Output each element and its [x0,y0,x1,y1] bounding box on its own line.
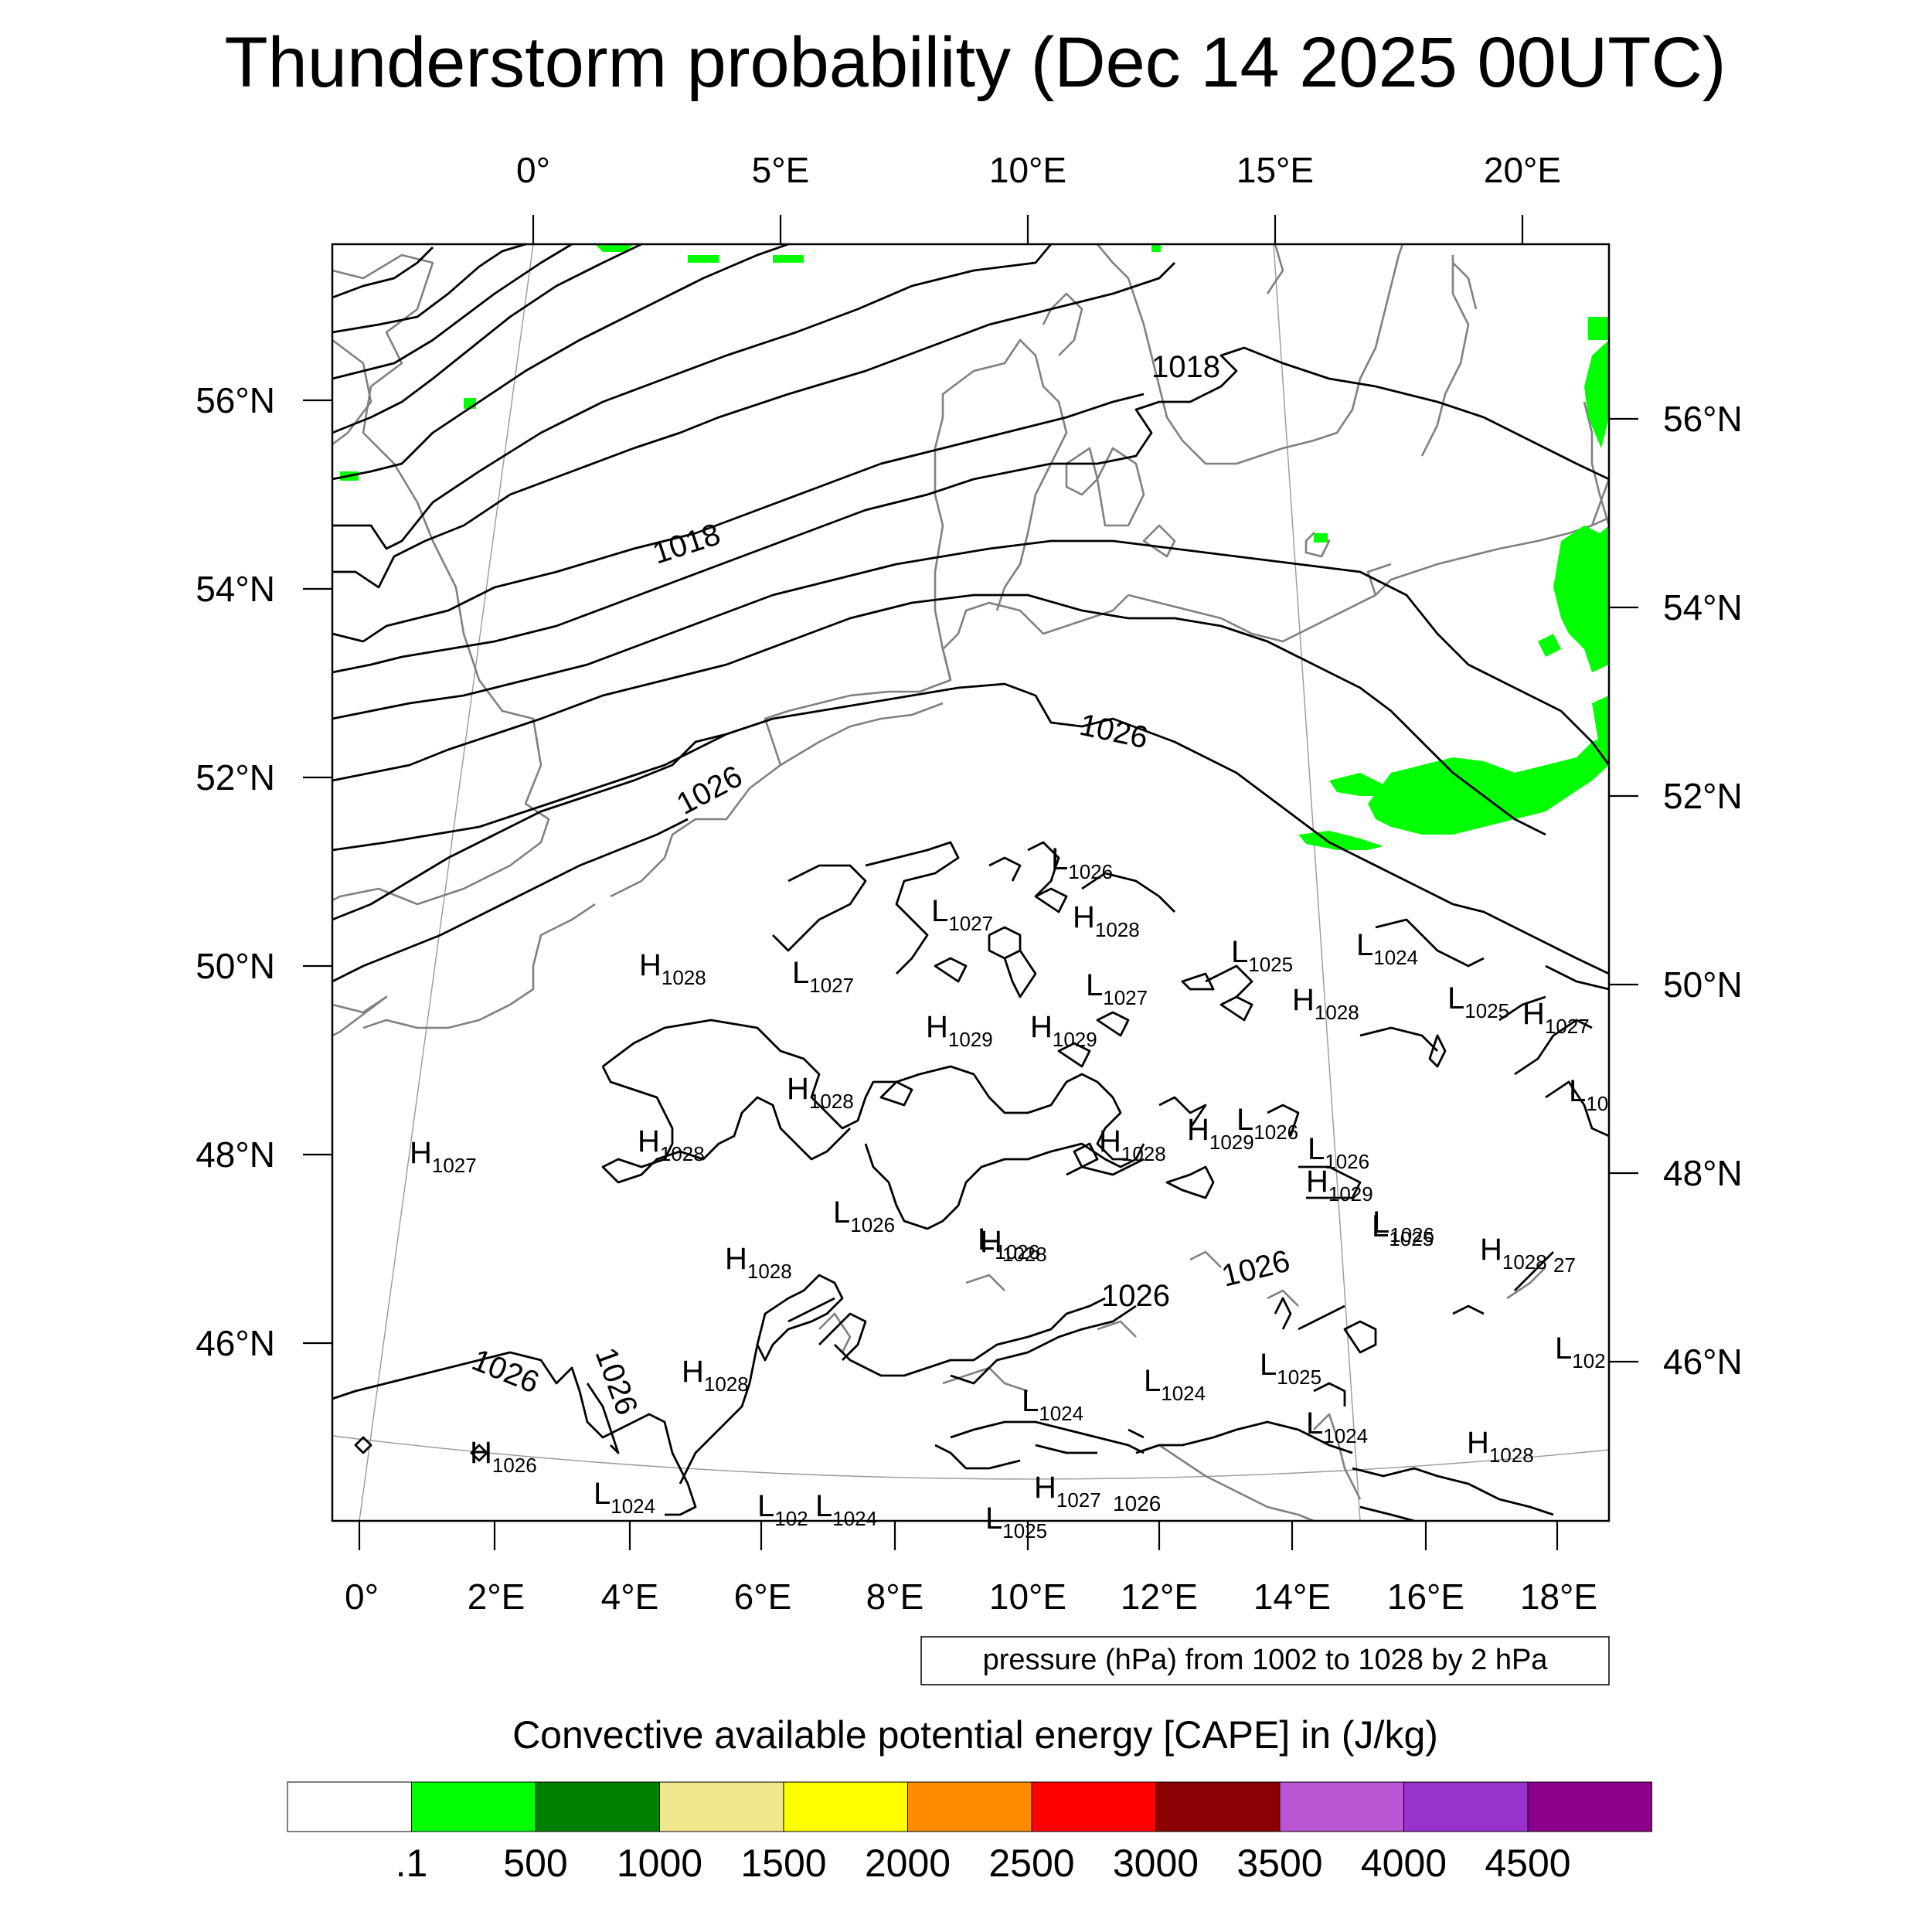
contour-info-box: pressure (hPa) from 1002 to 1028 by 2 hP… [920,1636,1610,1685]
colorbar-cell [1279,1781,1404,1832]
colorbar-cell [783,1781,908,1832]
colorbar-cell [1403,1781,1529,1832]
bottom-lon-label: 18°E [1520,1577,1597,1617]
top-lon-label: 15°E [1236,150,1314,190]
pressure-marker-high: H1028 [1467,1426,1534,1467]
bottom-lon-label: 10°E [989,1577,1066,1617]
bottom-lon-label: 12°E [1121,1577,1198,1617]
map-title: Thunderstorm probability (Dec 14 2025 00… [224,23,1726,102]
bottom-lon-label: 0° [345,1577,379,1617]
colorbar-tick-label: 3000 [1113,1842,1199,1885]
colorbar-cell [1527,1781,1652,1832]
colorbar-tick-label: 1000 [617,1842,702,1885]
colorbar-cell [659,1781,784,1832]
right-lat-label: 56°N [1663,399,1743,439]
left-lat-labels: 56°N 54°N 52°N 50°N 48°N 46°N [196,380,275,1363]
bottom-lon-label: 14°E [1253,1577,1331,1617]
isobar-label: 1026 [1113,1492,1161,1515]
top-lon-label: 5°E [752,150,810,190]
cape-shading [340,244,1609,850]
plain-marker-label: 27 [1553,1253,1576,1277]
colorbar-tick-label: 4000 [1361,1842,1447,1885]
right-lat-label: 46°N [1663,1342,1743,1382]
top-lon-label: 10°E [989,150,1066,190]
right-lat-labels: 56°N 54°N 52°N 50°N 48°N 46°N [1663,399,1743,1382]
colorbar-tick-label: 500 [503,1842,567,1885]
isobar-label: 1026 [1101,1279,1170,1313]
isobar-label: 1018 [1151,350,1220,384]
colorbar-tick-label: 3500 [1236,1842,1322,1885]
colorbar-cell [1031,1781,1156,1832]
colorbar-tick-label: 2500 [988,1842,1074,1885]
left-lat-label: 54°N [196,569,275,609]
colorbar-tick-label: .1 [396,1842,428,1885]
colorbar-cell [1155,1781,1281,1832]
colorbar-tick-label: 1500 [740,1842,826,1885]
left-lat-label: 46°N [196,1323,275,1363]
left-lat-label: 56°N [196,380,275,420]
bottom-lon-label: 16°E [1387,1577,1464,1617]
right-lat-label: 54°N [1663,587,1743,628]
bottom-lon-label: 6°E [734,1577,792,1617]
top-lon-label: 0° [516,150,550,190]
top-lon-labels: 0° 5°E 10°E 15°E 20°E [516,150,1561,190]
axis-ticks [303,215,1638,1550]
coastlines [332,243,1611,1522]
colorbar-title: Convective available potential energy [C… [512,1713,1438,1757]
bottom-lon-label: 2°E [468,1577,526,1617]
colorbar-cell [411,1781,536,1832]
contour-info-text: pressure (hPa) from 1002 to 1028 by 2 hP… [983,1644,1549,1676]
colorbar-cell [287,1781,412,1832]
right-lat-label: 52°N [1663,776,1743,816]
right-lat-label: 48°N [1663,1153,1743,1193]
left-lat-label: 50°N [196,946,275,986]
map-area: 1018 1018 1026 1026 1026 1026 1026 1026 … [331,243,1611,1543]
bottom-lon-label: 4°E [601,1577,659,1617]
colorbar-tick-label: 2000 [865,1842,951,1885]
colorbar-tick-label: 4500 [1485,1842,1570,1885]
left-lat-label: 52°N [196,757,275,798]
isobars [332,243,1611,1522]
top-lon-label: 20°E [1484,150,1561,190]
colorbar-cell [535,1781,660,1832]
bottom-lon-labels: 0° 2°E 4°E 6°E 8°E 10°E 12°E 14°E 16°E 1… [345,1577,1597,1617]
colorbar-cell [907,1781,1032,1832]
right-lat-label: 50°N [1663,964,1743,1005]
left-lat-label: 48°N [196,1134,275,1175]
bottom-lon-label: 8°E [866,1577,924,1617]
colorbar: Convective available potential energy [C… [287,1713,1652,1885]
